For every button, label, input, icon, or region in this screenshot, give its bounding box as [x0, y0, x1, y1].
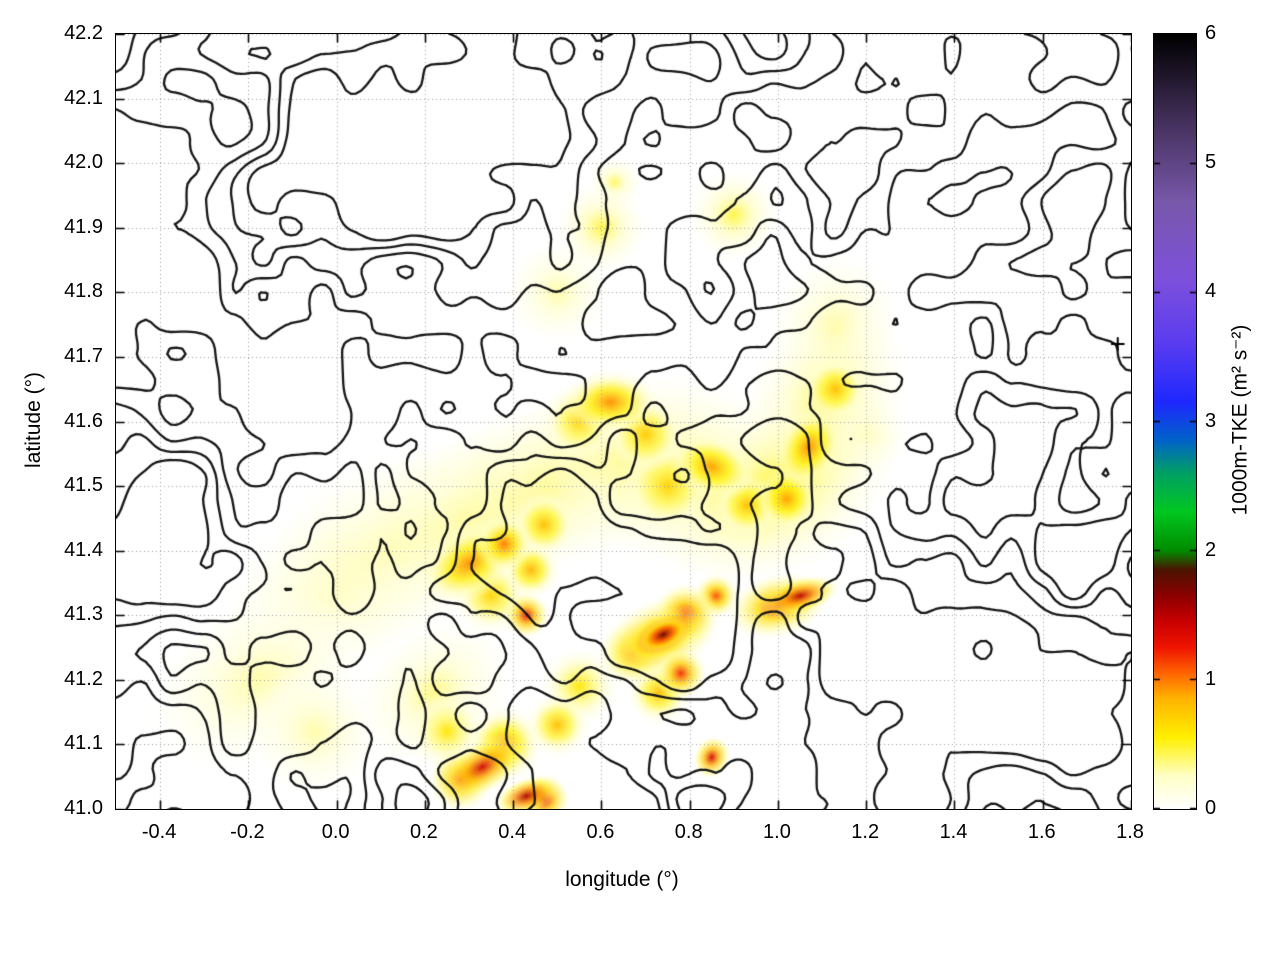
x-tick-label: 1.2 [851, 821, 880, 843]
y-tick-label: 41.4 [64, 538, 103, 561]
x-tick-label: 1.6 [1027, 821, 1056, 843]
x-tick-label: 0.0 [321, 821, 350, 843]
y-tick-label: 41.6 [64, 409, 103, 432]
x-tick-label: 0.2 [410, 821, 438, 843]
y-tick-label: 41.2 [64, 667, 103, 690]
colorbar-tick-label: 0 [1205, 797, 1217, 819]
plot-area [115, 33, 1132, 810]
y-tick-label: 41.7 [64, 344, 103, 367]
y-tick-label: 41.0 [64, 797, 103, 819]
colorbar-gradient [1154, 34, 1196, 809]
colorbar-label: 1000m-TKE (m² s⁻²) [1228, 324, 1252, 516]
y-tick-label: 42.0 [64, 151, 103, 174]
y-tick-label: 42.1 [64, 86, 103, 109]
x-tick-label: 0.4 [498, 821, 527, 843]
y-tick-label: 41.5 [64, 474, 103, 497]
colorbar-tick-label: 6 [1205, 22, 1217, 44]
y-tick-label: 41.9 [64, 215, 103, 238]
colorbar-tick-label: 2 [1205, 538, 1217, 561]
y-axis-label: latitude (°) [22, 372, 45, 468]
x-tick-label: -0.2 [230, 821, 265, 843]
y-tick-label: 41.3 [64, 603, 103, 626]
heatmap-contour-canvas [116, 34, 1131, 809]
colorbar-tick-label: 1 [1205, 667, 1217, 690]
x-tick-label: 1.0 [763, 821, 791, 843]
colorbar-tick-label: 4 [1205, 280, 1217, 303]
x-tick-label: 0.8 [674, 821, 703, 843]
x-tick-label: 1.4 [939, 821, 968, 843]
y-tick-label: 41.1 [64, 732, 103, 755]
x-axis-label: longitude (°) [565, 868, 679, 891]
x-tick-label: -0.4 [141, 821, 177, 843]
y-tick-label: 42.2 [64, 22, 103, 44]
x-tick-label: 0.6 [586, 821, 615, 843]
colorbar-tick-label: 3 [1205, 409, 1217, 432]
x-tick-label: 1.8 [1116, 821, 1144, 843]
colorbar [1153, 33, 1197, 810]
colorbar-tick-label: 5 [1205, 151, 1217, 174]
y-tick-label: 41.8 [64, 280, 103, 303]
